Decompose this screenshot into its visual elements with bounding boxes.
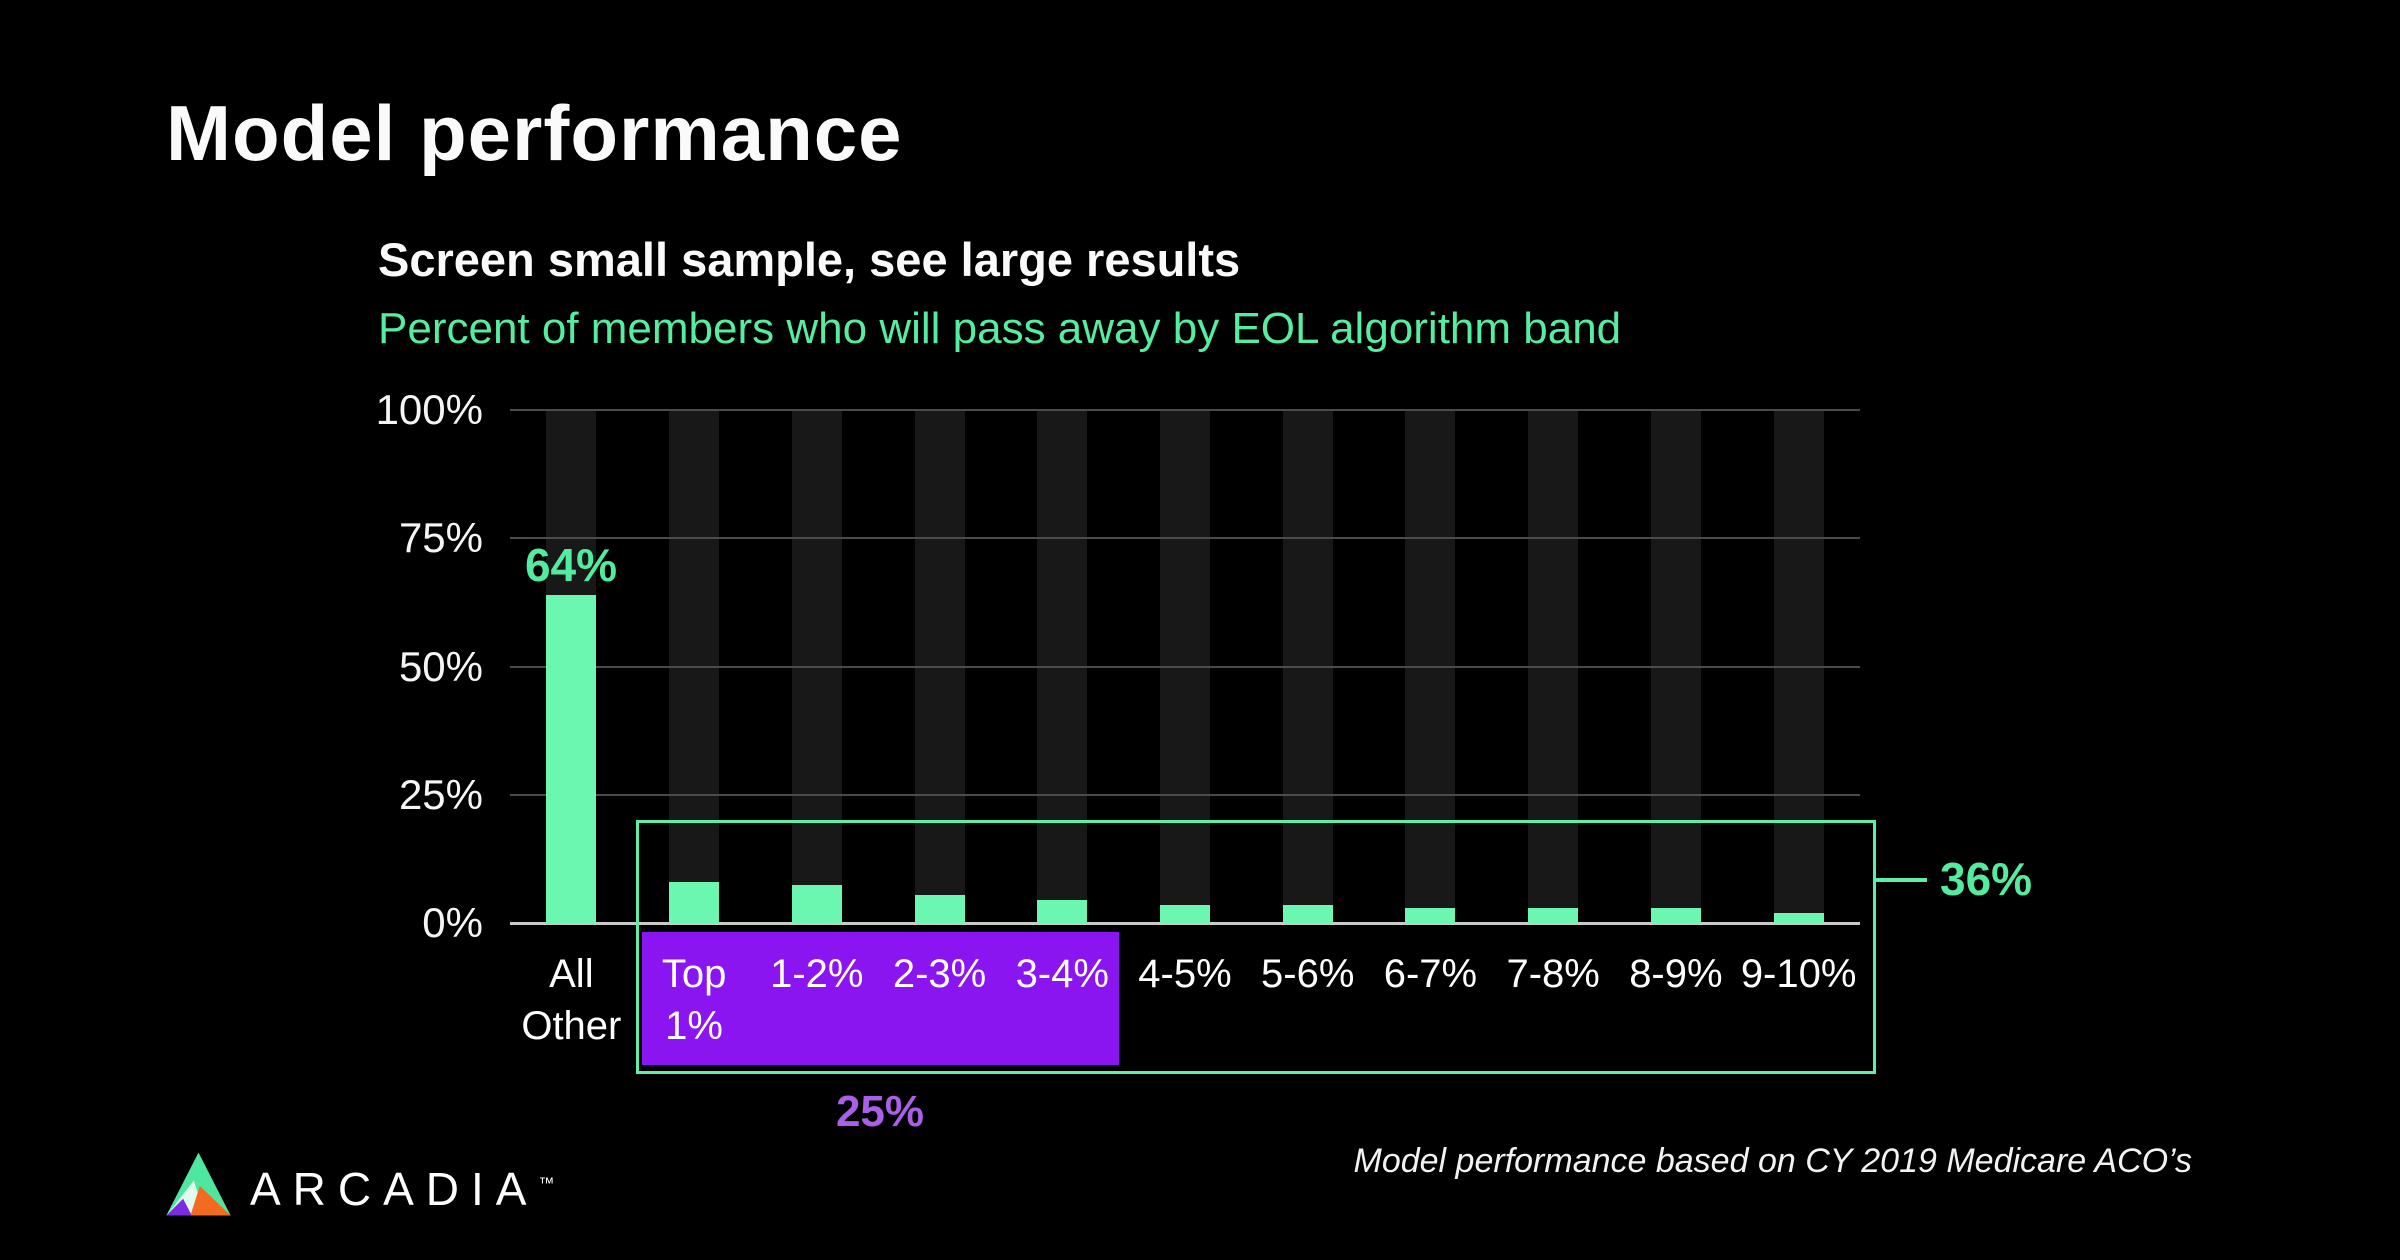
chart-bar [1773,912,1824,923]
chart-headline: Screen small sample, see large results [378,233,1241,286]
x-axis-label: 8-9% [1629,952,1723,996]
x-axis-labels: All Other Top 1% 1-2% 2-3% 3-4% 4-5% 5-6% 6-7% 7-8… [510,948,1860,1058]
chart-bar [914,894,965,923]
top-decile-highlight-box [636,820,1876,1074]
x-axis-label: All Other [521,952,622,1048]
chart-bar [791,884,842,923]
gridline [510,409,1860,411]
gridline [510,537,1860,540]
all-other-value-label: 64% [524,539,618,591]
source-note: Model performance based on CY 2019 Medic… [1353,1142,2193,1180]
x-axis-label: 6-7% [1383,952,1478,996]
chart-bar [1405,907,1456,923]
y-tick-label: 75% [398,514,483,562]
trademark-symbol: ™ [538,1175,555,1193]
x-axis-label: 3-4% [1015,952,1109,996]
page-title: Model performance [166,89,903,177]
y-axis: 100% 75% 50% 25% 0% [343,389,483,944]
x-axis-line [510,922,1860,925]
y-tick-label: 100% [375,386,483,433]
plot-area [510,409,1860,925]
gridline [510,793,1860,796]
x-axis-label: 2-3% [892,952,987,996]
gridline [510,665,1860,668]
chart-bar [669,881,720,923]
chart-bar [546,594,597,923]
chart-bar [1650,907,1701,923]
chart-bar [1282,905,1333,923]
x-axis-label: 9-10% [1740,952,1857,996]
box-connector-line [1873,878,1927,882]
y-tick-label: 0% [422,899,483,946]
y-tick-label: 50% [398,642,483,690]
box-value-label: 36% [1940,853,2033,905]
y-tick-label: 25% [398,770,483,818]
x-axis-label: 1-2% [770,952,864,996]
arcadia-mountain-icon [166,1152,231,1216]
chart-bar [1160,905,1210,923]
x-axis-label: Top 1% [661,952,727,1048]
chart-caption: Percent of members who will pass away by… [378,304,1622,353]
purple-value-label: 25% [835,1087,925,1136]
x-axis-label: 7-8% [1506,952,1600,996]
chart-bar [1037,899,1088,923]
brand-wordmark: ARCADIA™ [250,1163,555,1215]
arcadia-logo: ARCADIA™ [165,1150,554,1218]
top-four-band-highlight [642,932,1119,1065]
x-axis-label: 5-6% [1261,952,1355,996]
chart-bar [1528,907,1579,923]
x-axis-label: 4-5% [1138,952,1232,996]
